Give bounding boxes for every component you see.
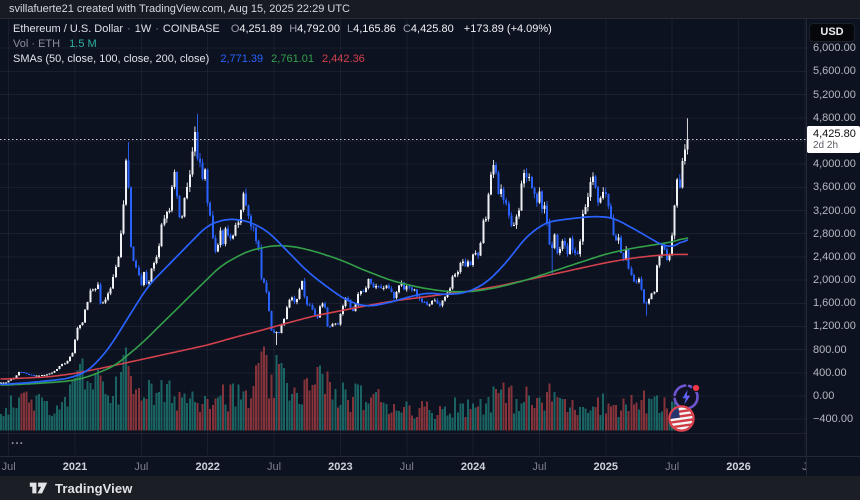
time-tick-label: 2024 (460, 461, 486, 473)
axis-separator (806, 19, 807, 476)
price-tick-label: 800.00 (813, 343, 847, 356)
time-tick-label: 2022 (195, 461, 220, 473)
time-tick-label: 2026 (726, 461, 751, 473)
sma-value: 2,442.36 (321, 53, 365, 65)
price-tick-label: 2,800.00 (813, 227, 856, 240)
tradingview-logo[interactable]: TradingView (29, 480, 132, 496)
sma-legend-row[interactable]: SMAs (50, close, 100, close, 200, close)… (13, 53, 559, 67)
time-scale[interactable]: Jul 2021 Jul 2022 Jul 2023 Jul 2024 Jul 2025 Jul 20… (0, 456, 860, 476)
time-tick-label: J (802, 461, 806, 473)
pane-separator[interactable] (0, 433, 806, 434)
ohlc-value: L4,165.86 (346, 23, 396, 35)
price-tick-label: 4,000.00 (813, 158, 856, 171)
price-tick-label: 4,800.00 (813, 111, 856, 124)
time-tick-label: 2021 (62, 461, 88, 473)
interval-label: 1W (134, 23, 152, 35)
price-tick-label: 5,200.00 (813, 88, 856, 101)
volume-value: 1.5 M (69, 38, 97, 50)
pane-collapsed-button[interactable]: ... (11, 433, 25, 447)
ohlc-values: O4,251.89 H4,792.00 L4,165.86 C4,425.80 (231, 23, 461, 35)
volume-legend-row[interactable]: Vol · ETH 1.5 M (13, 38, 559, 52)
time-tick-label: Jul (665, 461, 680, 473)
legend-separator: · (127, 23, 131, 35)
price-tick-label: 0.00 (813, 390, 835, 403)
time-tick-label: 2025 (593, 461, 619, 473)
time-tick-label: Jul (532, 461, 547, 473)
ohlc-value: C4,425.80 (402, 23, 454, 35)
sma-values: 2,771.39 2,761.01 2,442.36 (212, 53, 364, 65)
boost-sticker-icon[interactable] (672, 382, 702, 412)
time-tick-label: 2023 (328, 461, 353, 473)
currency-button[interactable]: USD (809, 23, 855, 42)
change-value: +173.89 (+4.09%) (463, 23, 552, 35)
price-tick-label: 3,200.00 (813, 204, 856, 217)
exchange-label: COINBASE (162, 23, 220, 35)
footer-bar: TradingView (0, 476, 860, 500)
symbol-title[interactable]: Ethereum / U.S. Dollar (13, 23, 124, 35)
last-price-label: 4,425.80 2d 2h (807, 126, 860, 154)
price-tick-label: 5,600.00 (813, 65, 856, 78)
ohlc-value: O4,251.89 (230, 23, 283, 35)
sma-value: 2,771.39 (220, 53, 264, 65)
price-tick-label: 2,000.00 (813, 274, 856, 287)
price-tick-label: 6,000.00 (813, 42, 856, 55)
last-price-value: 4,425.80 (813, 128, 856, 141)
price-tick-label: 1,600.00 (813, 297, 856, 310)
sma-value: 2,761.01 (271, 53, 314, 65)
time-tick-label: Jul (134, 461, 149, 473)
price-tick-label: −400.00 (813, 413, 854, 426)
time-tick-label: Jul (399, 461, 414, 473)
tradingview-wordmark: TradingView (55, 480, 133, 496)
price-tick-label: 3,600.00 (813, 181, 856, 194)
price-tick-label: 400.00 (813, 366, 847, 379)
time-tick-label: Jul (267, 461, 282, 473)
sma-label: SMAs (50, close, 100, close, 200, close) (13, 53, 210, 65)
volume-label: Vol · ETH (13, 38, 61, 50)
time-tick-label: Jul (1, 461, 16, 473)
symbol-legend-row[interactable]: Ethereum / U.S. Dollar · 1W · COINBASE O4,25… (13, 23, 559, 37)
attribution-bar: svillafuerte21 created with TradingView.… (0, 0, 860, 19)
price-tick-label: 1,200.00 (813, 320, 856, 333)
price-scale[interactable]: USD 6,000.00 5,600.00 5,200.00 4,800.00 4,00… (807, 19, 860, 456)
bar-countdown: 2d 2h (813, 140, 839, 152)
price-tick-label: 2,400.00 (813, 250, 856, 263)
tradingview-mark-icon (29, 482, 48, 494)
us-flag-sticker-icon[interactable] (666, 403, 697, 434)
attribution-text: svillafuerte21 created with TradingView.… (9, 3, 350, 15)
ohlc-value: H4,792.00 (289, 23, 340, 35)
chart-legend: Ethereum / U.S. Dollar · 1W · COINBASE O4,25… (13, 23, 559, 68)
legend-separator: · (155, 23, 159, 35)
